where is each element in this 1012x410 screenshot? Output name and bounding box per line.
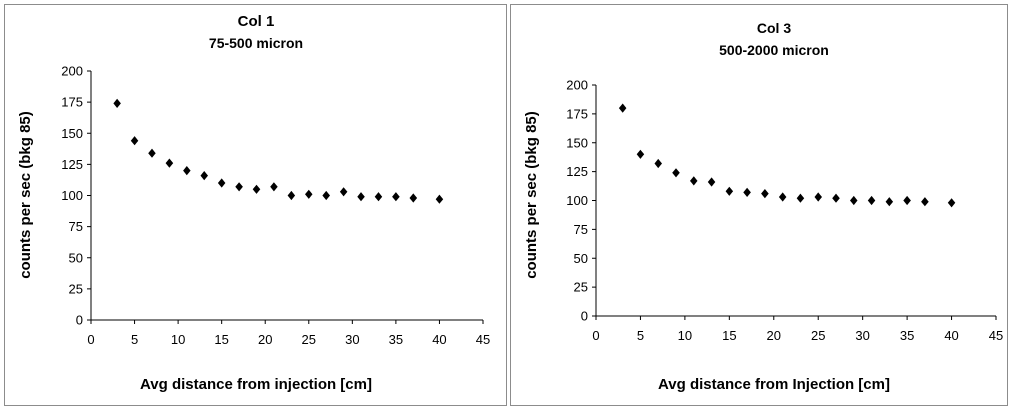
x-tick-label: 0 bbox=[592, 328, 599, 343]
data-point-diamond bbox=[305, 189, 313, 199]
y-tick-label: 125 bbox=[61, 157, 83, 172]
data-point-diamond bbox=[672, 168, 680, 178]
x-tick-label: 20 bbox=[767, 328, 781, 343]
y-axis-title: counts per sec (bkg 85) bbox=[523, 111, 540, 279]
x-tick-label: 25 bbox=[302, 332, 316, 347]
data-point-diamond bbox=[707, 177, 716, 187]
y-tick-label: 50 bbox=[69, 250, 83, 265]
x-tick-label: 45 bbox=[989, 328, 1003, 343]
y-tick-label: 125 bbox=[566, 164, 588, 179]
x-tick-label: 35 bbox=[389, 332, 403, 347]
data-point-diamond bbox=[235, 182, 243, 192]
data-point-diamond bbox=[947, 198, 956, 208]
data-point-diamond bbox=[743, 187, 751, 197]
x-tick-label: 40 bbox=[432, 332, 446, 347]
y-tick-label: 150 bbox=[566, 135, 588, 150]
data-point-diamond bbox=[618, 103, 627, 113]
data-point-diamond bbox=[435, 194, 444, 204]
data-point-diamond bbox=[217, 178, 226, 188]
x-tick-label: 30 bbox=[345, 332, 359, 347]
data-point-diamond bbox=[113, 98, 121, 108]
y-tick-label: 200 bbox=[566, 78, 588, 93]
data-point-diamond bbox=[183, 166, 191, 176]
y-tick-label: 75 bbox=[69, 219, 83, 234]
x-tick-label: 35 bbox=[900, 328, 914, 343]
x-tick-label: 15 bbox=[722, 328, 736, 343]
data-point-diamond bbox=[322, 190, 330, 201]
data-point-diamond bbox=[636, 149, 645, 159]
scatter-chart-col1: Col 175-500 micron0255075100125150175200… bbox=[17, 13, 490, 393]
chart-title-line: 500-2000 micron bbox=[719, 42, 829, 58]
y-tick-label: 0 bbox=[581, 309, 588, 324]
y-tick-label: 175 bbox=[61, 95, 83, 110]
y-tick-label: 75 bbox=[574, 222, 588, 237]
y-tick-label: 175 bbox=[566, 106, 588, 121]
chart-title-line: Col 1 bbox=[238, 13, 275, 30]
y-axis-title: counts per sec (bkg 85) bbox=[17, 111, 34, 279]
data-point-diamond bbox=[130, 136, 139, 146]
data-point-diamond bbox=[357, 192, 365, 202]
x-tick-label: 10 bbox=[678, 328, 692, 343]
data-point-diamond bbox=[850, 195, 858, 206]
data-point-diamond bbox=[200, 171, 208, 181]
data-point-diamond bbox=[270, 182, 278, 192]
chart-title-line: Col 3 bbox=[757, 20, 791, 36]
data-point-diamond bbox=[252, 184, 261, 194]
x-tick-label: 5 bbox=[637, 328, 644, 343]
data-point-diamond bbox=[796, 193, 805, 203]
data-point-diamond bbox=[339, 187, 348, 197]
data-point-diamond bbox=[148, 148, 156, 158]
x-tick-label: 45 bbox=[476, 332, 490, 347]
data-point-diamond bbox=[761, 189, 769, 199]
data-point-diamond bbox=[287, 190, 296, 201]
data-point-diamond bbox=[654, 158, 662, 169]
data-point-diamond bbox=[725, 186, 734, 196]
y-tick-label: 100 bbox=[61, 188, 83, 203]
data-point-diamond bbox=[392, 192, 400, 202]
x-axis-title: Avg distance from injection [cm] bbox=[140, 376, 372, 393]
data-point-diamond bbox=[903, 195, 911, 206]
y-tick-label: 0 bbox=[76, 313, 83, 328]
data-point-diamond bbox=[778, 192, 787, 202]
chart-title-line: 75-500 micron bbox=[209, 35, 303, 51]
data-point-diamond bbox=[921, 197, 929, 207]
x-axis-title: Avg distance from Injection [cm] bbox=[658, 376, 890, 393]
data-point-diamond bbox=[690, 176, 698, 186]
x-tick-label: 15 bbox=[214, 332, 228, 347]
data-point-diamond bbox=[814, 192, 822, 202]
x-tick-label: 5 bbox=[131, 332, 138, 347]
y-tick-label: 150 bbox=[61, 126, 83, 141]
data-point-diamond bbox=[867, 195, 876, 206]
chart-panel-col3: Col 3 500-2000 micron 0 25 50 75 100 125 150 175 2… bbox=[510, 4, 1008, 406]
data-point-diamond bbox=[409, 193, 418, 203]
x-tick-label: 30 bbox=[855, 328, 869, 343]
data-point-diamond bbox=[885, 197, 894, 207]
x-tick-label: 10 bbox=[171, 332, 185, 347]
y-tick-label: 200 bbox=[61, 64, 83, 79]
x-tick-label: 25 bbox=[811, 328, 825, 343]
y-tick-label: 50 bbox=[574, 251, 588, 266]
x-tick-label: 20 bbox=[258, 332, 272, 347]
x-tick-label: 40 bbox=[944, 328, 958, 343]
data-point-diamond bbox=[374, 192, 383, 202]
chart-panel-col1: Col 1 75-500 micron 0 25 50 75 100 125 150 175 200… bbox=[4, 4, 507, 406]
y-tick-label: 25 bbox=[69, 281, 83, 296]
data-point-diamond bbox=[832, 193, 840, 203]
y-tick-label: 100 bbox=[566, 193, 588, 208]
y-tick-label: 25 bbox=[574, 280, 588, 295]
x-tick-label: 0 bbox=[87, 332, 94, 347]
data-point-diamond bbox=[165, 158, 174, 168]
